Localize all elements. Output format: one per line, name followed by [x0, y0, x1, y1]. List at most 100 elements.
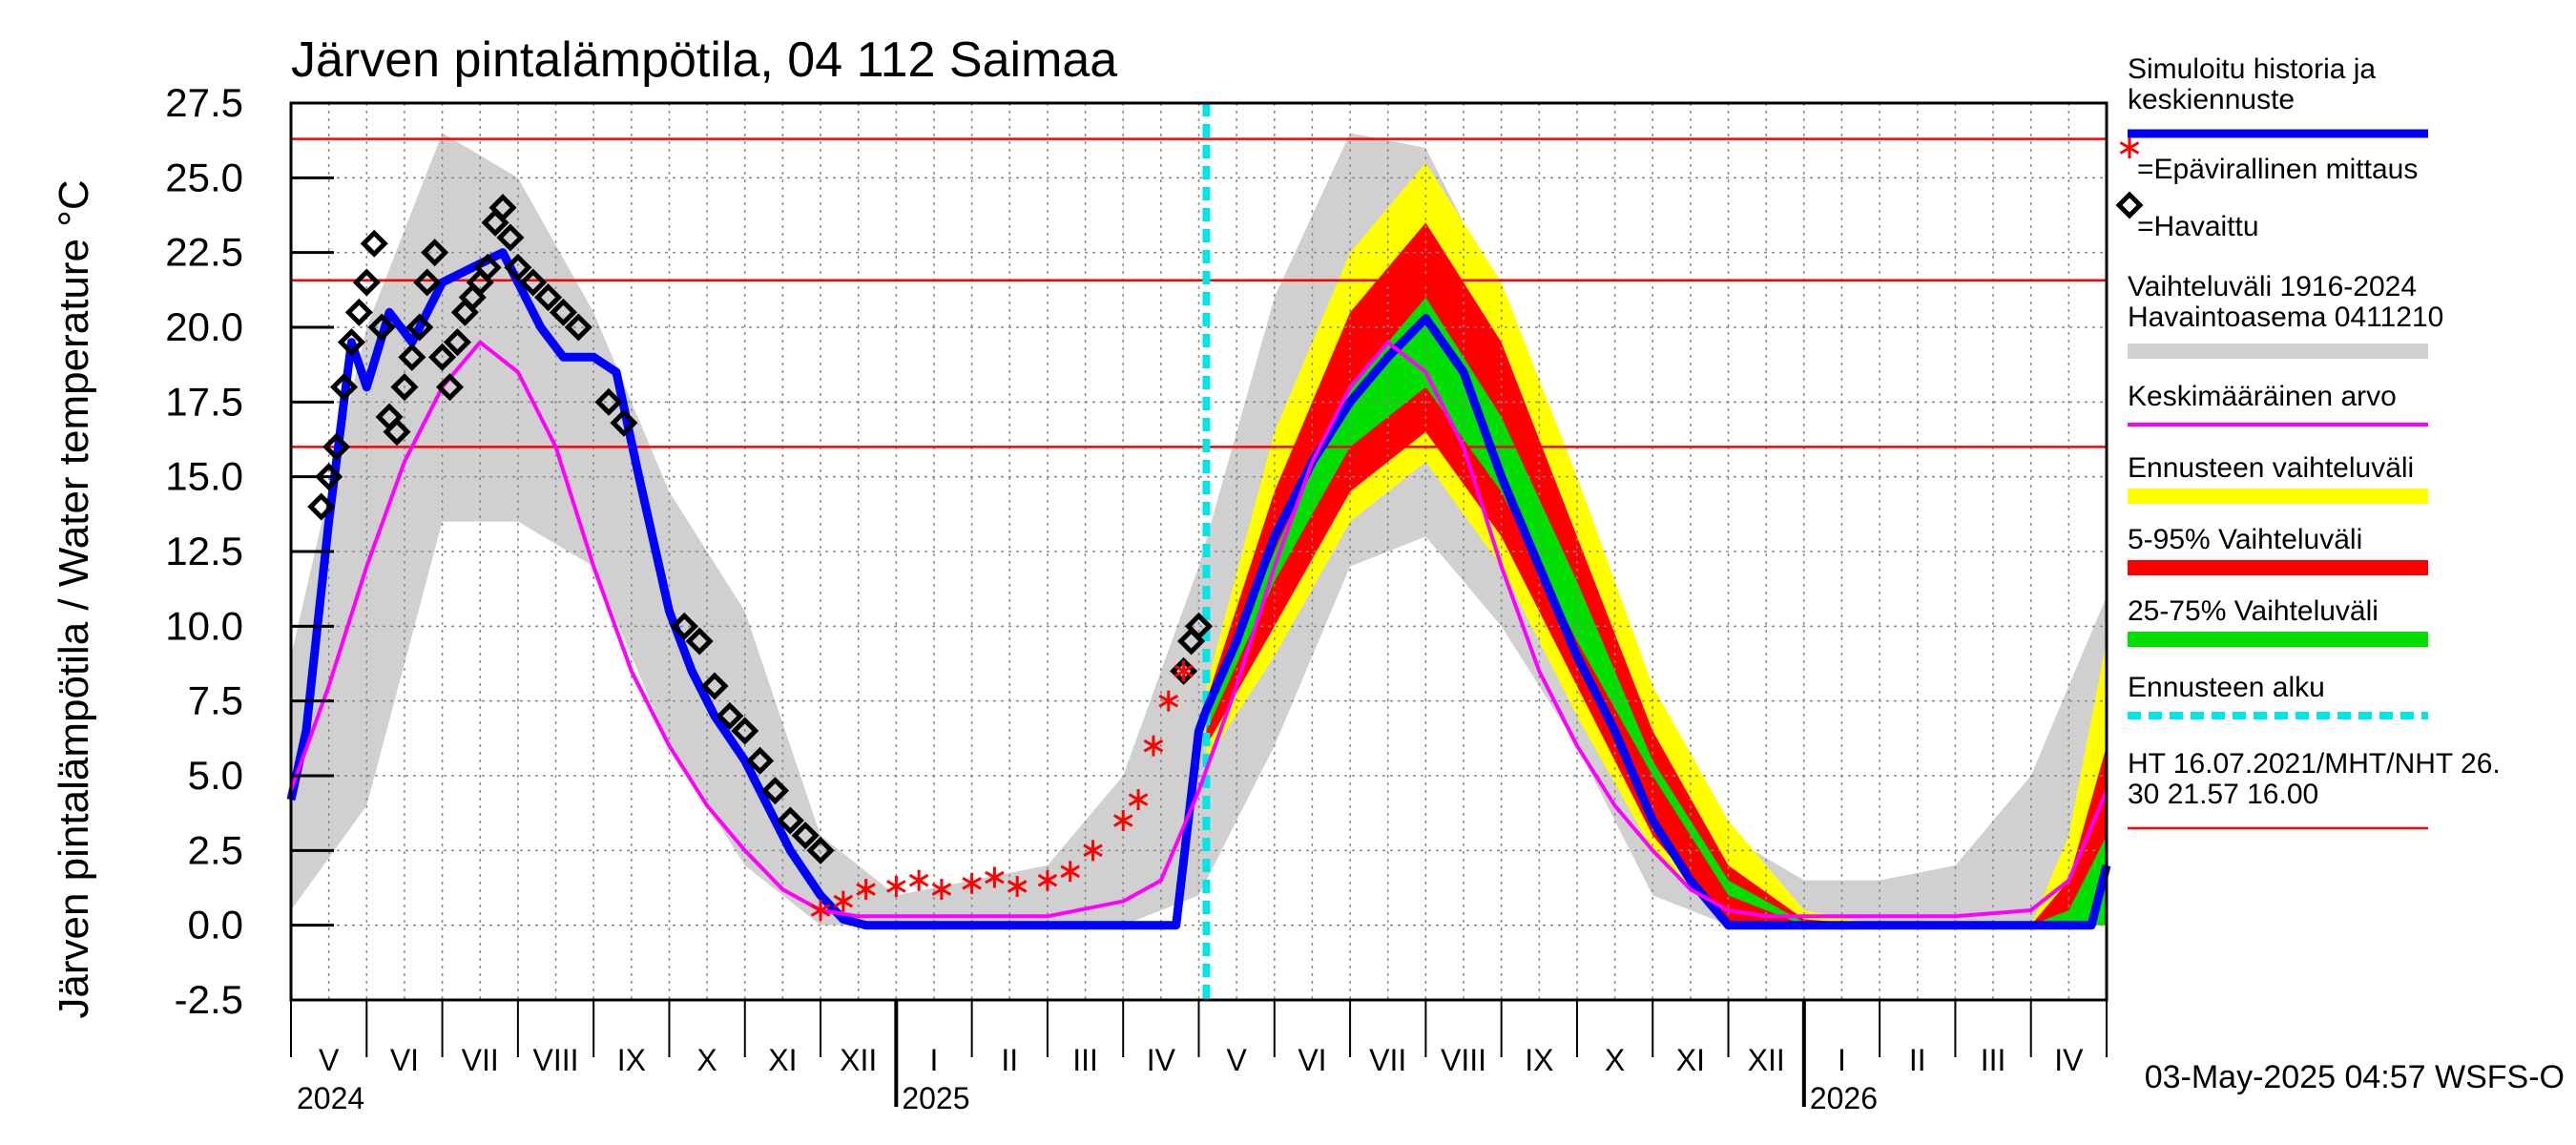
asterisk-stroke	[1083, 843, 1103, 858]
y-tick-label: 12.5	[165, 529, 243, 573]
legend-swatch	[2128, 632, 2428, 647]
observed-point	[685, 627, 714, 656]
legend-label: =Havaittu	[2137, 211, 2259, 242]
x-month-label: III	[1981, 1043, 2006, 1077]
unofficial-point	[1158, 690, 1179, 712]
asterisk-stroke	[1143, 739, 1164, 753]
observed-point	[473, 253, 502, 281]
legend-label: 25-75% Vaihteluväli	[2128, 595, 2379, 627]
legend-label: Keskimääräinen arvo	[2128, 381, 2397, 412]
observed-point	[791, 822, 820, 850]
unofficial-point	[1128, 789, 1149, 811]
unofficial-point	[1174, 660, 1194, 682]
x-month-label: VIII	[533, 1043, 579, 1077]
x-month-label: V	[319, 1043, 340, 1077]
legend-label-line2: 30 21.57 16.00	[2128, 779, 2318, 810]
footer-timestamp: 03-May-2025 04:57 WSFS-O	[2145, 1059, 2565, 1095]
observed-point	[760, 777, 790, 805]
y-tick-label: 7.5	[188, 678, 243, 723]
asterisk-stroke	[2119, 141, 2140, 155]
observed-point	[390, 373, 419, 402]
x-month-label: II	[1909, 1043, 1926, 1077]
y-tick-label: 2.5	[188, 827, 243, 872]
axes-layer: 27.5 25.0 22.5 20.0 17.5 15.0 12.5 10.0 7.5 5.0 2.…	[165, 80, 2109, 1115]
observed-point	[405, 313, 434, 342]
legend-asterisk-icon	[2119, 137, 2140, 158]
asterisk-stroke	[1037, 873, 1058, 887]
observed-point	[519, 268, 548, 297]
unofficial-point	[962, 872, 982, 894]
observed-point	[428, 343, 457, 371]
observed-point	[1184, 612, 1214, 640]
asterisk-stroke	[962, 877, 982, 890]
unofficial-point	[1037, 869, 1058, 891]
observed-point	[549, 298, 577, 326]
observed-point	[344, 298, 373, 326]
observed-point	[776, 806, 804, 835]
observed-point	[367, 313, 396, 342]
x-month-label: I	[1838, 1043, 1846, 1077]
legend-label-line2: keskiennuste	[2128, 84, 2295, 115]
asterisk-stroke	[931, 883, 952, 896]
legend-item-7: 25-75% Vaihteluväli	[2128, 595, 2428, 647]
legend-label: HT 16.07.2021/MHT/NHT 26.	[2128, 748, 2501, 780]
legend-item-8: Ennusteen alku	[2128, 672, 2428, 719]
y-tick-label: 17.5	[165, 379, 243, 424]
bands-layer	[291, 133, 2107, 926]
asterisk-stroke	[1112, 814, 1133, 827]
unofficial-point	[1007, 875, 1028, 897]
series-line-1	[289, 340, 2109, 919]
legend-item-5: Ennusteen vaihteluväli	[2128, 452, 2428, 504]
observed-point	[315, 463, 343, 491]
observed-point	[337, 328, 365, 357]
asterisk-stroke	[1158, 694, 1179, 708]
y-tick-label: 22.5	[165, 230, 243, 275]
x-month-label: VIII	[1441, 1043, 1486, 1077]
x-month-label: III	[1072, 1043, 1098, 1077]
x-month-label: IX	[617, 1043, 646, 1077]
legend-item-9: HT 16.07.2021/MHT/NHT 26.30 21.57 16.00	[2128, 748, 2501, 830]
legend-label: 5-95% Vaihteluväli	[2128, 524, 2362, 555]
legend-item-4: Keskimääräinen arvo	[2128, 381, 2428, 427]
band-2	[1206, 222, 2107, 926]
x-year-label: 2025	[902, 1081, 969, 1115]
legend-label: =Epävirallinen mittaus	[2137, 154, 2418, 185]
x-month-label: XI	[768, 1043, 797, 1077]
observed-point	[488, 194, 517, 222]
observed-point	[443, 328, 471, 357]
legend-item-2: =Havaittu	[2115, 191, 2259, 242]
x-month-label: VII	[462, 1043, 499, 1077]
asterisk-stroke	[1128, 793, 1149, 806]
observed-point	[670, 612, 698, 640]
legend-label: Vaihteluväli 1916-2024	[2128, 271, 2417, 302]
y-tick-label: 0.0	[188, 903, 243, 947]
legend-label: Simuloitu historia ja	[2128, 53, 2376, 85]
legend-diamond-icon	[2115, 191, 2144, 219]
y-tick-label: 5.0	[188, 753, 243, 798]
unofficial-point	[810, 900, 831, 921]
asterisk-stroke	[886, 880, 906, 893]
observed-point	[307, 492, 336, 521]
y-tick-label: 15.0	[165, 454, 243, 499]
unofficial-point	[1060, 861, 1080, 883]
unofficial-point	[985, 866, 1005, 888]
unofficial-point	[1112, 810, 1133, 831]
x-month-label: XI	[1676, 1043, 1705, 1077]
observed-point	[496, 223, 525, 252]
observed-point	[435, 373, 465, 402]
x-month-label: IX	[1525, 1043, 1553, 1077]
observed-point	[421, 239, 449, 267]
observed-point	[352, 268, 381, 297]
observed-point	[716, 701, 744, 730]
unofficial-point	[886, 875, 906, 897]
legend-swatch	[2128, 489, 2428, 504]
observed-point	[594, 387, 623, 416]
observed-point	[329, 373, 359, 402]
observed-point	[534, 283, 563, 312]
observed-point	[360, 229, 388, 258]
unofficial-point	[1083, 840, 1103, 862]
legend-item-3: Vaihteluväli 1916-2024 Havaintoasema 041…	[2128, 271, 2443, 359]
y-tick-label: -2.5	[175, 977, 243, 1022]
y-axis-label: Järven pintalämpötila / Water temperatur…	[51, 179, 97, 1018]
